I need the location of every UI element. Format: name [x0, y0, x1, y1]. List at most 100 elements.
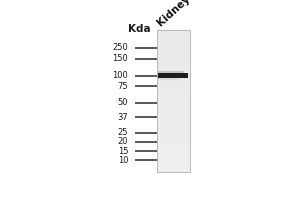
Bar	[158, 78, 179, 80]
Bar	[157, 166, 190, 167]
Bar	[157, 34, 190, 35]
Bar	[157, 88, 190, 89]
Bar	[157, 163, 190, 165]
Bar	[157, 100, 190, 101]
Bar	[157, 128, 190, 129]
Bar	[157, 133, 190, 134]
Bar	[157, 147, 190, 148]
Bar	[157, 67, 190, 68]
Bar	[157, 124, 190, 126]
Bar	[157, 116, 190, 118]
Bar	[157, 91, 190, 93]
Text: 75: 75	[118, 82, 128, 91]
Bar	[157, 161, 190, 162]
Text: 50: 50	[118, 98, 128, 107]
Bar	[157, 97, 190, 99]
Bar	[157, 104, 190, 106]
Bar	[157, 134, 190, 135]
Bar	[157, 150, 190, 152]
Bar	[157, 39, 190, 41]
Bar	[157, 171, 190, 172]
Bar	[157, 37, 190, 38]
Bar	[157, 162, 190, 164]
Bar	[157, 146, 190, 147]
Bar	[157, 83, 190, 84]
Bar	[157, 160, 190, 161]
Text: 15: 15	[118, 147, 128, 156]
Bar	[157, 130, 190, 132]
Bar	[157, 65, 190, 67]
Bar	[157, 70, 190, 71]
Bar	[157, 113, 190, 114]
Bar	[157, 149, 190, 151]
Bar	[157, 42, 190, 43]
Bar	[157, 126, 190, 127]
Bar	[157, 78, 190, 80]
Bar	[157, 61, 190, 62]
Bar	[157, 153, 190, 154]
Bar	[157, 90, 190, 92]
Bar	[157, 62, 190, 63]
Bar	[157, 43, 190, 44]
Bar	[157, 30, 190, 172]
Bar	[157, 51, 190, 53]
Bar	[157, 141, 190, 142]
Bar	[157, 85, 190, 87]
Bar	[157, 58, 190, 60]
Bar	[157, 54, 190, 55]
Bar	[157, 82, 190, 83]
Bar	[157, 75, 190, 76]
Bar	[157, 81, 190, 82]
Text: Kidney: Kidney	[155, 0, 192, 28]
Bar	[157, 139, 190, 140]
Bar	[157, 115, 190, 116]
Bar	[157, 102, 190, 103]
Bar	[157, 71, 190, 73]
Bar	[157, 114, 190, 115]
Bar	[157, 121, 190, 122]
Bar	[157, 122, 190, 123]
Bar	[157, 101, 190, 102]
Bar	[157, 109, 190, 110]
Bar	[157, 154, 190, 155]
Bar	[158, 73, 188, 78]
Bar	[157, 76, 190, 77]
Text: 20: 20	[118, 137, 128, 146]
Bar	[157, 119, 190, 120]
Bar	[157, 165, 190, 166]
Bar	[157, 158, 190, 159]
Bar	[157, 89, 190, 90]
Bar	[157, 148, 190, 149]
Bar	[157, 44, 190, 46]
Bar	[157, 107, 190, 108]
Bar	[157, 108, 190, 109]
Bar	[157, 64, 190, 66]
Bar	[157, 106, 190, 107]
Bar	[157, 169, 190, 171]
Bar	[157, 132, 190, 133]
Bar	[157, 94, 190, 95]
Bar	[157, 87, 190, 88]
Text: Kda: Kda	[128, 24, 151, 34]
Bar	[157, 74, 190, 75]
Bar	[157, 57, 190, 58]
Text: 150: 150	[112, 54, 128, 63]
Bar	[157, 129, 190, 131]
Bar	[157, 73, 190, 74]
Bar	[157, 84, 190, 86]
Bar	[157, 32, 190, 34]
Bar	[157, 93, 190, 94]
Bar	[157, 45, 190, 47]
Bar	[157, 52, 190, 54]
Bar	[157, 156, 190, 158]
Bar	[157, 142, 190, 144]
Bar	[157, 137, 190, 139]
Bar	[157, 95, 190, 96]
Text: 100: 100	[112, 71, 128, 80]
Bar	[157, 140, 190, 141]
Bar	[157, 135, 190, 136]
Bar	[157, 60, 190, 61]
Bar	[157, 123, 190, 125]
Bar	[157, 31, 190, 33]
Bar	[157, 127, 190, 128]
